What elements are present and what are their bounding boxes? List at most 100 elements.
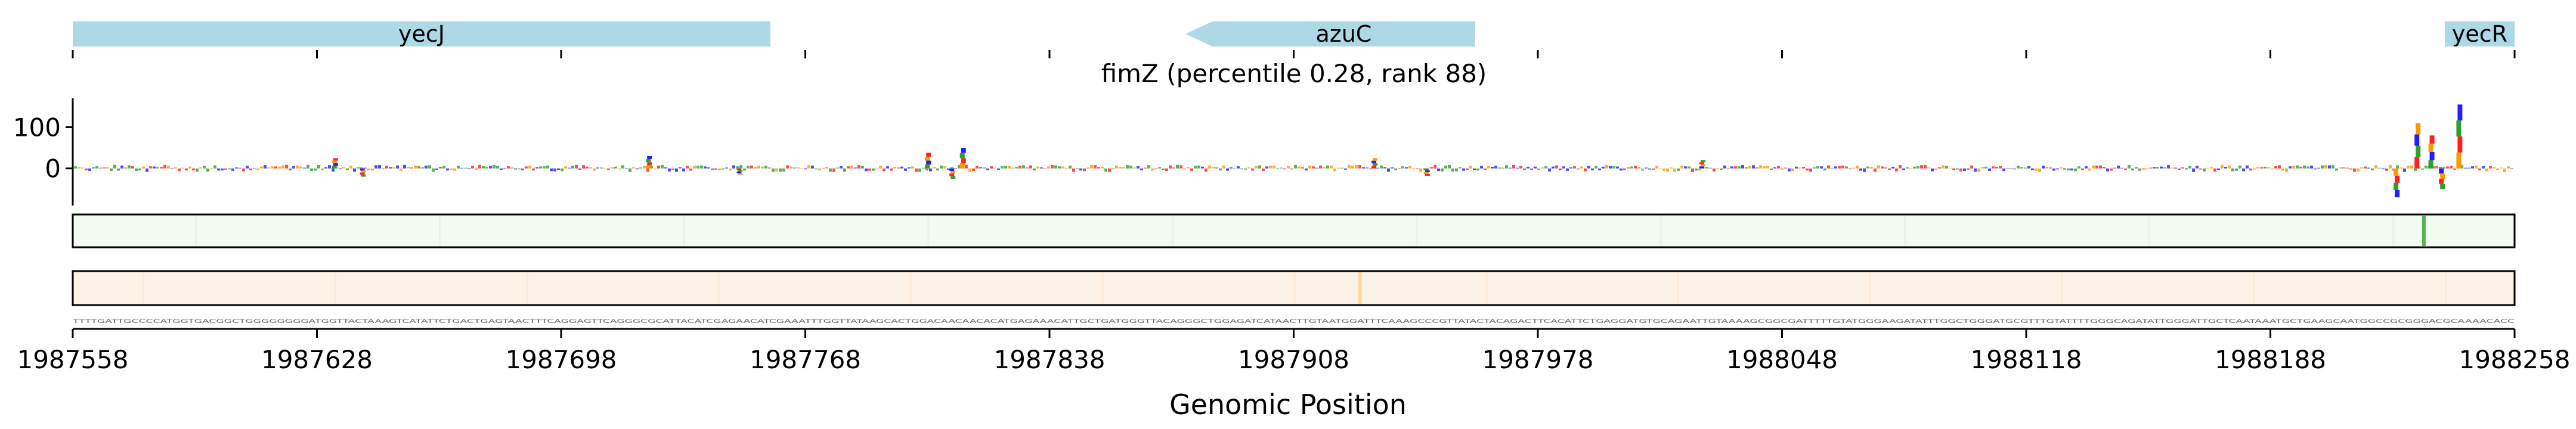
baseline-glyph [2346,167,2349,169]
baseline-glyph [908,167,911,169]
gene-yecR [2445,21,2515,46]
baseline-glyph [2253,168,2256,170]
baseline-glyph [167,165,170,169]
baseline-glyph [124,167,127,169]
baseline-glyph [2364,166,2367,169]
baseline-glyph [428,165,431,169]
baseline-glyph [2407,166,2410,169]
baseline-glyph [1673,168,1676,172]
peak-glyph [2439,179,2444,184]
x-axis: 1987558 1987628 1987698 1987768 1987838 19879… [17,328,2571,374]
baseline-glyph [1319,165,1322,169]
baseline-glyph [1509,167,1512,169]
baseline-glyph [1781,168,1784,170]
baseline-glyph [1222,165,1225,169]
baseline-glyph [1920,165,1923,169]
baseline-glyph [2349,168,2352,170]
baseline-glyph [1469,166,1472,169]
baseline-glyph [2335,168,2338,171]
baseline-glyph [2017,166,2020,169]
baseline-glyph [603,167,606,169]
orange-track-faint-mark [143,272,144,304]
baseline-glyph [807,165,810,169]
baseline-glyph [886,166,889,169]
baseline-glyph [1308,165,1311,169]
peak-glyph [925,164,930,169]
baseline-glyph [242,168,245,172]
baseline-glyph [1916,166,1919,169]
peak-glyph [1371,160,1377,164]
baseline-glyph [1119,166,1122,169]
baseline-glyph [857,165,860,169]
baseline-glyph [1351,165,1354,169]
baseline-glyph [2113,167,2116,169]
x-tick-label-3: 1987768 [750,345,861,374]
peak-glyph [738,173,743,175]
green-track-faint-mark [194,216,197,246]
baseline-glyph [1584,168,1587,172]
baseline-glyph [1770,168,1773,170]
baseline-glyph [2410,165,2413,169]
x-axis-label: Genomic Position [1169,388,1407,421]
baseline-glyph [736,166,739,169]
baseline-glyph [1097,167,1100,169]
baseline-glyph [2450,166,2453,169]
baseline-glyph [1459,167,1462,169]
peak-glyph [333,158,338,161]
baseline-glyph [1530,168,1533,170]
baseline-glyph [1058,166,1061,169]
baseline-glyph [2371,168,2374,170]
baseline-glyph [485,167,488,169]
baseline-glyph [628,168,631,172]
baseline-glyph [1766,166,1769,169]
baseline-glyph [493,164,496,169]
peak-glyph [959,153,965,158]
baseline-glyph [1677,168,1680,171]
baseline-glyph [1323,167,1326,169]
baseline-glyph [181,167,184,169]
baseline-glyph [2235,168,2238,171]
baseline-glyph [1226,168,1229,171]
baseline-glyph [396,165,399,169]
baseline-glyph [593,168,596,171]
baseline-glyph [2095,165,2098,169]
baseline-glyph [743,168,746,171]
baseline-glyph [213,165,216,169]
baseline-glyph [1018,166,1021,169]
peak-glyph [1700,164,1705,167]
green-track-faint-mark [683,216,685,246]
baseline-glyph [231,168,234,171]
baseline-glyph [890,168,893,171]
baseline-glyph [153,166,156,169]
baseline-glyph [861,166,864,169]
baseline-glyph [1011,167,1014,169]
baseline-glyph [1741,165,1744,169]
baseline-glyph [596,167,599,169]
baseline-glyph [1122,167,1125,169]
baseline-glyph [578,168,581,170]
baseline-glyph [378,164,381,169]
baseline-glyph [357,167,360,169]
gene-yecJ [73,21,770,46]
baseline-glyph [1680,166,1683,169]
baseline-glyph [471,166,474,169]
baseline-glyph [950,167,953,169]
baseline-glyph [1534,166,1537,169]
baseline-glyph [1598,168,1601,170]
baseline-glyph [868,168,871,171]
baseline-glyph [1956,168,1959,170]
baseline-glyph [621,165,624,169]
baseline-glyph [1054,165,1057,169]
baseline-glyph [389,167,392,169]
x-tick-label-7: 1988048 [1726,345,1838,374]
baseline-glyph [918,168,921,172]
baseline-glyph [1627,167,1630,169]
baseline-glyph [174,167,177,169]
baseline-glyph [2149,167,2152,169]
baseline-glyph [1984,166,1987,169]
baseline-glyph [1419,168,1422,172]
baseline-glyph [2035,168,2038,172]
green-track-faint-mark [1659,216,1662,246]
baseline-glyph [1129,165,1132,169]
baseline-glyph [106,167,109,169]
